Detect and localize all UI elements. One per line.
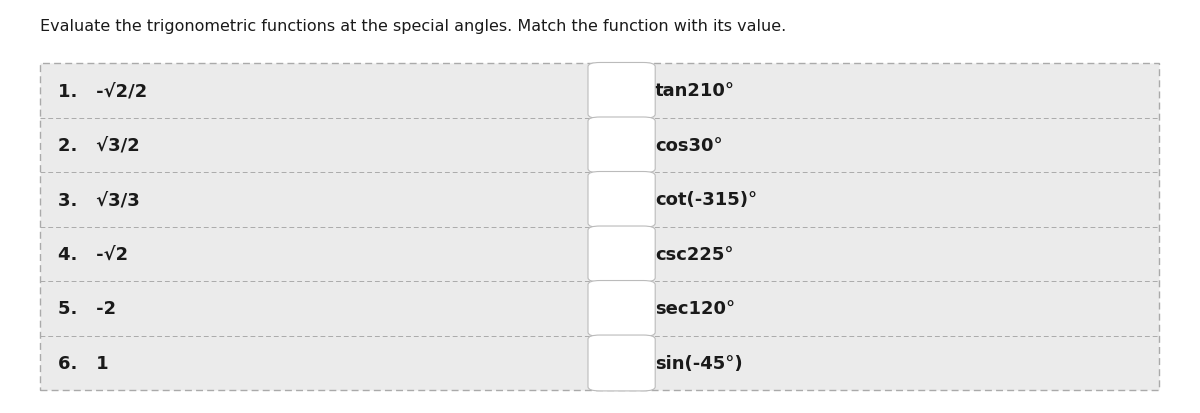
Text: 1.   -√2/2: 1. -√2/2 xyxy=(58,82,146,100)
Text: 2.   √3/2: 2. √3/2 xyxy=(58,137,139,154)
Text: tan210°: tan210° xyxy=(655,82,736,100)
Text: 3.   √3/3: 3. √3/3 xyxy=(58,191,139,209)
FancyBboxPatch shape xyxy=(588,63,655,119)
Text: sec120°: sec120° xyxy=(655,300,736,318)
Text: cos30°: cos30° xyxy=(655,137,722,154)
FancyBboxPatch shape xyxy=(588,226,655,282)
FancyBboxPatch shape xyxy=(40,64,1159,390)
Text: cot(-315)°: cot(-315)° xyxy=(655,191,757,209)
Text: 4.   -√2: 4. -√2 xyxy=(58,245,127,263)
FancyBboxPatch shape xyxy=(588,172,655,228)
Text: Evaluate the trigonometric functions at the special angles. Match the function w: Evaluate the trigonometric functions at … xyxy=(40,19,786,33)
FancyBboxPatch shape xyxy=(588,281,655,337)
Text: 5.   -2: 5. -2 xyxy=(58,300,115,318)
FancyBboxPatch shape xyxy=(588,118,655,173)
Text: csc225°: csc225° xyxy=(655,245,733,263)
Text: sin(-45°): sin(-45°) xyxy=(655,354,743,372)
FancyBboxPatch shape xyxy=(588,335,655,391)
Text: 6.   1: 6. 1 xyxy=(58,354,108,372)
